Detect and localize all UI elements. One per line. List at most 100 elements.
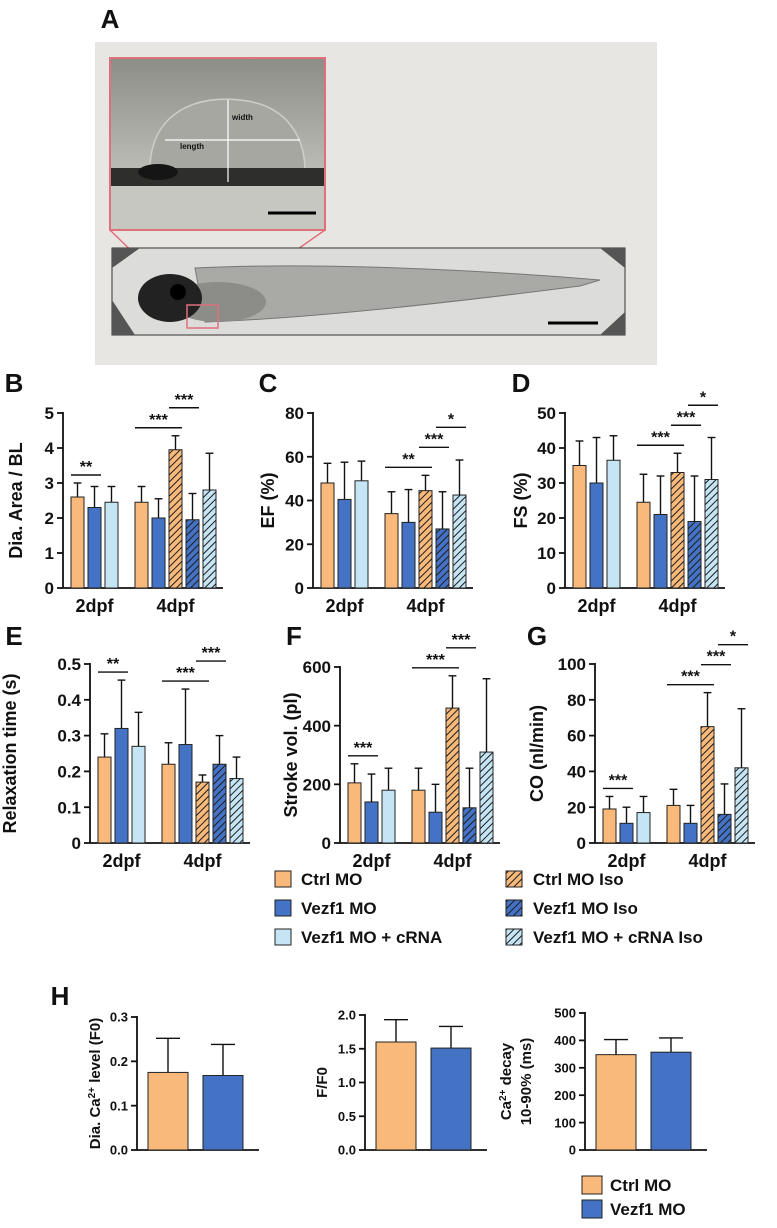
significance-label: *** xyxy=(609,772,628,789)
bar xyxy=(168,449,183,589)
bar xyxy=(572,465,587,589)
y-axis-label: F/F0 xyxy=(314,1067,331,1098)
bar xyxy=(134,501,149,589)
x-tick-label: 4dpf xyxy=(434,851,473,871)
significance-label: ** xyxy=(80,459,93,476)
bar xyxy=(364,801,379,844)
x-tick-label: 2dpf xyxy=(608,851,647,871)
bar xyxy=(683,822,698,844)
y-tick-label: 1 xyxy=(45,544,54,563)
y-tick-label: 40 xyxy=(537,439,556,458)
legend-label: Ctrl MO xyxy=(301,870,362,889)
bar xyxy=(653,514,668,589)
bar xyxy=(636,812,651,844)
legend-swatch xyxy=(505,899,523,917)
significance-label: * xyxy=(700,389,707,406)
bar xyxy=(104,501,119,589)
bar xyxy=(430,1047,472,1151)
bar xyxy=(337,498,352,589)
bar xyxy=(619,822,634,844)
fish-image xyxy=(111,247,626,336)
y-tick-label: 20 xyxy=(285,535,304,554)
significance-label: * xyxy=(448,411,455,428)
y-tick-label: 30 xyxy=(537,474,556,493)
significance-label: *** xyxy=(176,665,195,682)
legend-label: Ctrl MO Iso xyxy=(533,870,624,889)
legend-swatch xyxy=(274,899,292,917)
y-tick-label: 0.4 xyxy=(57,691,81,710)
bar xyxy=(602,808,617,844)
significance-label: *** xyxy=(149,412,168,429)
bar xyxy=(595,1054,637,1151)
legend-label: Vezf1 MO + cRNA Iso xyxy=(533,928,703,947)
bar xyxy=(452,494,467,589)
y-tick-label: 0 xyxy=(45,579,54,598)
panel-letter: F xyxy=(286,621,302,651)
y-tick-label: 0.1 xyxy=(57,798,81,817)
significance-label: ** xyxy=(402,451,415,468)
bar xyxy=(636,501,651,589)
bar xyxy=(320,482,335,589)
bar xyxy=(650,1051,692,1151)
y-tick-label: 0 xyxy=(322,834,331,853)
bar xyxy=(202,489,217,589)
bar xyxy=(131,745,146,844)
bar xyxy=(428,811,443,844)
y-tick-label: 300 xyxy=(554,1060,576,1075)
bar xyxy=(70,496,85,589)
y-tick-label: 50 xyxy=(537,404,556,423)
y-axis-label: Ca2+ decay xyxy=(498,1042,516,1120)
x-tick-label: 4dpf xyxy=(407,596,446,616)
significance-label: *** xyxy=(426,652,445,669)
significance-label: ** xyxy=(107,656,120,673)
y-tick-label: 5 xyxy=(45,404,54,423)
y-axis-label-part: decay xyxy=(498,1042,515,1089)
bar xyxy=(606,459,621,589)
y-tick-label: 2 xyxy=(45,509,54,528)
bar xyxy=(147,1071,189,1151)
bar xyxy=(589,482,604,589)
significance-label: *** xyxy=(202,645,221,662)
bar xyxy=(411,789,426,844)
significance-label: *** xyxy=(677,409,696,426)
y-axis-label-part: level (F0) xyxy=(87,1018,104,1087)
y-axis-label: CO (nl/min) xyxy=(527,705,547,802)
y-tick-label: 0.5 xyxy=(338,1109,356,1124)
y-axis-label-part: 2+ xyxy=(498,1089,509,1101)
bar xyxy=(700,726,715,844)
bar xyxy=(202,1075,244,1151)
bar xyxy=(178,744,193,844)
bar xyxy=(375,1041,417,1151)
legend-label: Ctrl MO xyxy=(610,1176,671,1195)
y-tick-label: 0.3 xyxy=(110,1010,128,1025)
y-tick-label: 400 xyxy=(554,1033,576,1048)
legend-label: Vezf1 MO Iso xyxy=(533,899,638,918)
bar xyxy=(418,490,433,589)
bar xyxy=(354,480,369,589)
bar xyxy=(670,472,685,589)
significance-label: *** xyxy=(452,632,471,649)
y-axis-label: EF (%) xyxy=(258,472,278,528)
significance-label: *** xyxy=(354,740,373,757)
bar xyxy=(347,782,362,844)
y-tick-label: 0 xyxy=(577,834,586,853)
y-tick-label: 2.0 xyxy=(338,1008,356,1023)
x-tick-label: 4dpf xyxy=(689,851,728,871)
panel-letter: G xyxy=(527,621,547,651)
y-tick-label: 0 xyxy=(295,579,304,598)
x-tick-label: 2dpf xyxy=(326,596,365,616)
x-tick-label: 4dpf xyxy=(184,851,223,871)
panel-letter: B xyxy=(5,368,24,398)
y-tick-label: 40 xyxy=(567,763,586,782)
significance-label: *** xyxy=(425,431,444,448)
legend-swatch xyxy=(274,928,292,946)
legend-swatch xyxy=(581,1175,603,1195)
bar xyxy=(212,763,227,844)
legend-swatch xyxy=(505,870,523,888)
y-tick-label: 3 xyxy=(45,474,54,493)
y-tick-label: 80 xyxy=(567,691,586,710)
x-tick-label: 2dpf xyxy=(578,596,617,616)
y-axis-label: Dia. Ca2+ level (F0) xyxy=(87,1018,105,1149)
y-tick-label: 20 xyxy=(537,509,556,528)
